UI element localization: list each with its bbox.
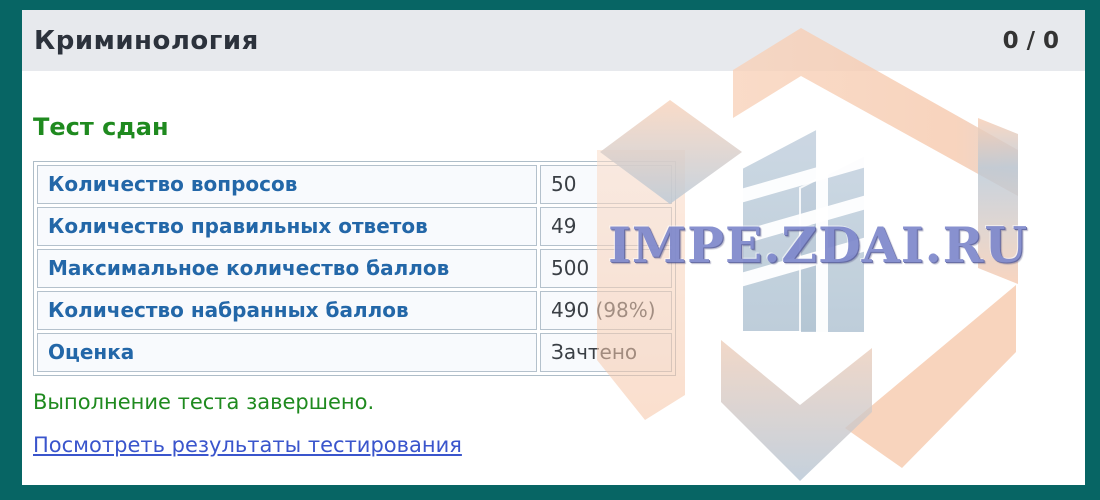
row-value: Зачтено xyxy=(540,333,672,372)
page-title: Криминология xyxy=(34,25,259,56)
header-score: 0 / 0 xyxy=(1002,27,1059,54)
row-label: Количество вопросов xyxy=(37,165,537,204)
test-result-panel: Криминология 0 / 0 Тест сдан Количество … xyxy=(22,10,1085,485)
row-label: Количество набранных баллов xyxy=(37,291,537,330)
row-value: 490 (98%) xyxy=(540,291,672,330)
table-row: Количество набранных баллов 490 (98%) xyxy=(37,291,672,330)
row-label: Количество правильных ответов xyxy=(37,207,537,246)
table-row: Количество правильных ответов 49 xyxy=(37,207,672,246)
table-row: Максимальное количество баллов 500 xyxy=(37,249,672,288)
view-results-link[interactable]: Посмотреть результаты тестирования xyxy=(33,433,462,457)
result-body: Тест сдан Количество вопросов 50 Количес… xyxy=(22,113,1085,457)
row-label: Максимальное количество баллов xyxy=(37,249,537,288)
completion-message: Выполнение теста завершено. xyxy=(33,390,375,414)
row-label: Оценка xyxy=(37,333,537,372)
results-table: Количество вопросов 50 Количество правил… xyxy=(33,161,676,376)
row-value: 49 xyxy=(540,207,672,246)
table-row: Количество вопросов 50 xyxy=(37,165,672,204)
test-passed-status: Тест сдан xyxy=(33,113,169,141)
row-value: 500 xyxy=(540,249,672,288)
row-value: 50 xyxy=(540,165,672,204)
header-bar: Криминология 0 / 0 xyxy=(22,10,1085,71)
table-row: Оценка Зачтено xyxy=(37,333,672,372)
